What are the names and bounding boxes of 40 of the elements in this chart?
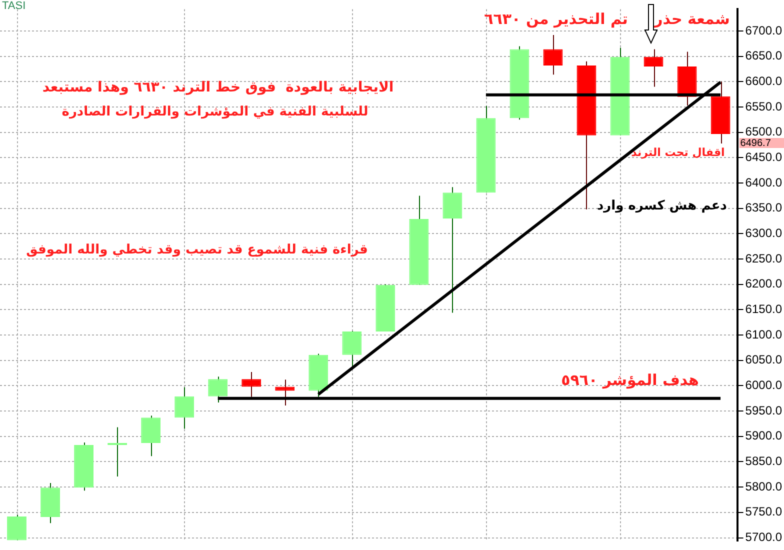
annotation: للسلبية الفنية في المؤشرات والقرارات الصادرة (62, 104, 368, 120)
y-tick-label: 5950.0 (745, 403, 782, 418)
candlestick (342, 330, 362, 368)
candlestick (7, 514, 26, 541)
candlestick (174, 386, 194, 430)
y-tick-label: 6600.0 (745, 74, 782, 88)
y-tick-label: 6500.0 (745, 124, 782, 139)
annotation: قراءة فنية للشموع قد تصيب وقد تخطي والله الموفق (26, 242, 368, 258)
candlestick (141, 415, 161, 457)
y-tick-label: 5700.0 (745, 530, 782, 544)
y-tick-label: 6350.0 (745, 200, 782, 215)
chart-title: TASI (2, 0, 26, 12)
y-tick-label: 5850.0 (745, 454, 782, 468)
y-tick-label: 6450.0 (745, 150, 782, 164)
y-tick-label: 6300.0 (745, 226, 782, 240)
annotation: هدف المؤشر ٥٩٦٠ (561, 370, 699, 389)
y-tick-label: 5750.0 (745, 504, 782, 519)
annotation: دعم هش كسره وارد (597, 198, 728, 214)
y-tick-label: 6100.0 (745, 327, 782, 342)
y-tick-label: 6400.0 (745, 175, 782, 190)
y-tick-label: 6200.0 (745, 276, 782, 291)
candlestick (108, 426, 128, 477)
y-tick-label: 6250.0 (745, 251, 782, 266)
candlestick (275, 379, 295, 406)
y-tick-label: 5800.0 (745, 479, 782, 494)
candlestick (242, 372, 262, 398)
candlestick (644, 48, 664, 88)
text: 6496.7 (740, 138, 772, 149)
annotation: الايجابية بالعودة فوق خط الترند ٦٦٣٠ وهذا مستبعد (42, 80, 394, 96)
y-tick-label: 5900.0 (745, 428, 782, 443)
y-tick-label: 6700.0 (745, 23, 782, 38)
annotation: شمعة حذر (653, 10, 730, 28)
y-tick-label: 6550.0 (745, 99, 782, 114)
annotation: تم التحذير من ٦٦٣٠ (484, 10, 628, 28)
y-tick-label: 6650.0 (745, 48, 782, 63)
annotation: اقفال تحت الترند (631, 146, 725, 159)
y-tick-label: 6150.0 (745, 302, 782, 316)
y-tick-label: 6050.0 (745, 352, 782, 367)
y-tick-label: 6000.0 (745, 378, 782, 392)
candlestick (442, 186, 462, 314)
